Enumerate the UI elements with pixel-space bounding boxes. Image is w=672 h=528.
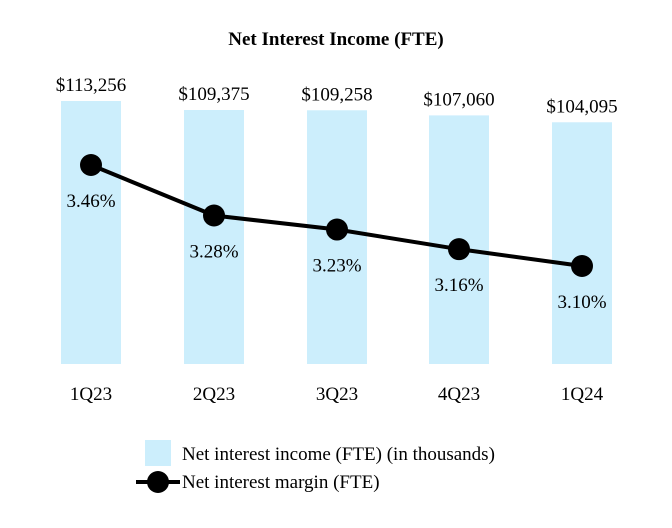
- margin-value-label: 3.46%: [66, 191, 115, 212]
- category-label: 1Q24: [561, 384, 604, 405]
- category-label: 4Q23: [438, 384, 480, 405]
- chart-title: Net Interest Income (FTE): [228, 29, 443, 50]
- legend-bar-swatch: [145, 440, 171, 466]
- margin-point: [80, 154, 102, 176]
- bar-value-label: $107,060: [423, 89, 494, 110]
- legend-line-marker: [147, 471, 169, 493]
- bar: [184, 110, 244, 364]
- category-label: 3Q23: [316, 384, 358, 405]
- bar: [552, 122, 612, 364]
- margin-value-label: 3.23%: [312, 256, 361, 277]
- margin-value-label: 3.10%: [557, 292, 606, 313]
- bar-value-label: $113,256: [56, 75, 127, 96]
- bar: [61, 101, 121, 364]
- category-label: 1Q23: [70, 384, 112, 405]
- legend-bar-label: Net interest income (FTE) (in thousands): [182, 444, 495, 465]
- margin-value-label: 3.28%: [189, 242, 238, 263]
- margin-point: [203, 204, 225, 227]
- legend-line-label: Net interest margin (FTE): [182, 472, 380, 493]
- margin-point: [326, 218, 348, 241]
- margin-point: [571, 255, 593, 277]
- margin-value-label: 3.16%: [434, 275, 483, 296]
- category-label: 2Q23: [193, 384, 235, 405]
- bar-value-label: $104,095: [546, 96, 617, 117]
- margin-point: [448, 238, 470, 261]
- legend: Net interest income (FTE) (in thousands)…: [136, 440, 495, 493]
- bar-value-label: $109,258: [301, 84, 372, 105]
- bar-value-label: $109,375: [178, 84, 249, 105]
